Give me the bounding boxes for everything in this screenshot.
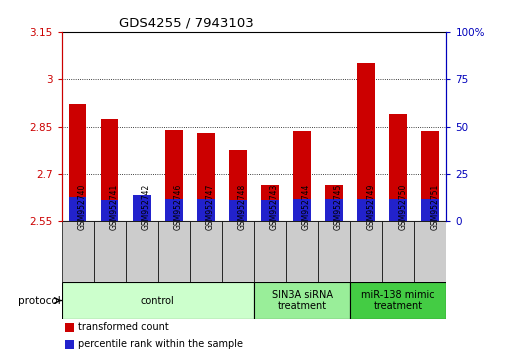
Bar xyxy=(222,221,254,281)
Text: percentile rank within the sample: percentile rank within the sample xyxy=(78,339,243,349)
Bar xyxy=(66,339,74,349)
Bar xyxy=(254,221,286,281)
Bar xyxy=(133,195,150,221)
Bar xyxy=(165,199,183,221)
Bar xyxy=(101,200,119,221)
Text: transformed count: transformed count xyxy=(78,322,168,332)
Bar xyxy=(101,119,119,221)
Bar xyxy=(66,322,74,332)
Bar xyxy=(422,131,439,221)
Bar xyxy=(62,221,93,281)
Bar xyxy=(389,199,407,221)
Text: GSM952751: GSM952751 xyxy=(430,184,439,230)
Bar xyxy=(254,282,350,319)
Text: SIN3A siRNA
treatment: SIN3A siRNA treatment xyxy=(271,290,332,311)
Bar xyxy=(62,282,254,319)
Bar xyxy=(389,114,407,221)
Bar xyxy=(197,133,214,221)
Bar xyxy=(93,221,126,281)
Bar xyxy=(126,221,158,281)
Bar xyxy=(229,150,247,221)
Text: GSM952742: GSM952742 xyxy=(142,184,151,230)
Bar xyxy=(69,104,86,221)
Text: GSM952745: GSM952745 xyxy=(334,184,343,230)
Bar xyxy=(133,198,150,221)
Text: GSM952747: GSM952747 xyxy=(206,184,215,230)
Bar xyxy=(158,221,190,281)
Text: GSM952748: GSM952748 xyxy=(238,184,247,230)
Bar xyxy=(261,200,279,221)
Bar xyxy=(358,63,375,221)
Bar xyxy=(261,185,279,221)
Bar xyxy=(190,221,222,281)
Text: GSM952746: GSM952746 xyxy=(174,184,183,230)
Bar xyxy=(229,200,247,221)
Bar xyxy=(165,130,183,221)
Bar xyxy=(350,221,382,281)
Text: GSM952750: GSM952750 xyxy=(398,184,407,230)
Bar xyxy=(358,199,375,221)
Bar xyxy=(293,131,311,221)
Text: miR-138 mimic
treatment: miR-138 mimic treatment xyxy=(361,290,435,311)
Bar xyxy=(350,282,446,319)
Text: GSM952743: GSM952743 xyxy=(270,184,279,230)
Bar xyxy=(69,197,86,221)
Bar xyxy=(197,199,214,221)
Bar xyxy=(415,221,446,281)
Text: protocol: protocol xyxy=(18,296,61,306)
Text: GSM952744: GSM952744 xyxy=(302,184,311,230)
Text: GSM952740: GSM952740 xyxy=(77,184,87,230)
Bar xyxy=(382,221,415,281)
Text: GSM952749: GSM952749 xyxy=(366,184,375,230)
Bar xyxy=(286,221,318,281)
Bar xyxy=(325,185,343,221)
Bar xyxy=(422,199,439,221)
Bar xyxy=(325,199,343,221)
Bar xyxy=(318,221,350,281)
Text: GSM952741: GSM952741 xyxy=(110,184,119,230)
Text: control: control xyxy=(141,296,174,306)
Text: GDS4255 / 7943103: GDS4255 / 7943103 xyxy=(119,16,254,29)
Bar xyxy=(293,199,311,221)
